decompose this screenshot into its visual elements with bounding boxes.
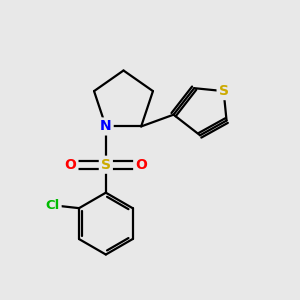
Text: N: N <box>100 119 112 134</box>
Text: Cl: Cl <box>45 199 60 212</box>
Text: O: O <box>135 158 147 172</box>
Text: O: O <box>64 158 76 172</box>
Text: S: S <box>219 84 229 98</box>
Text: S: S <box>101 158 111 172</box>
